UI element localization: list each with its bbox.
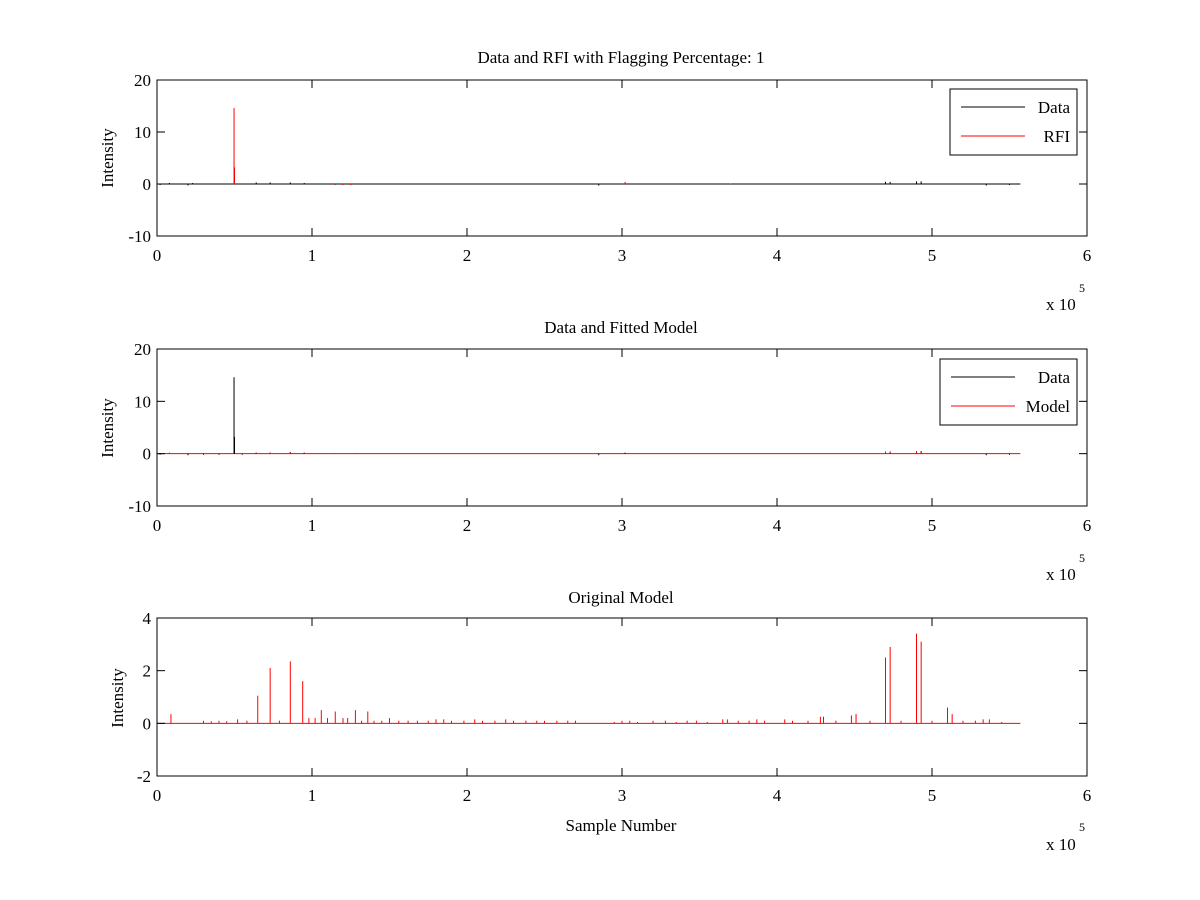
y-axis-label: Intensity	[98, 398, 117, 458]
x-exponent-power: 5	[1079, 820, 1085, 834]
y-tick-label: -2	[137, 767, 151, 786]
x-tick-label: 3	[618, 246, 627, 265]
y-tick-label: -10	[128, 227, 151, 246]
x-exponent: x 10	[1046, 565, 1076, 584]
plot-area	[157, 377, 1021, 456]
x-exponent-power: 5	[1079, 551, 1085, 565]
x-tick-label: 0	[153, 246, 162, 265]
subplot-title: Data and RFI with Flagging Percentage: 1	[477, 48, 764, 67]
x-tick-label: 2	[463, 246, 472, 265]
x-exponent-base: x 10	[1046, 835, 1076, 854]
y-tick-label: -10	[128, 497, 151, 516]
subplot-title: Data and Fitted Model	[544, 318, 698, 337]
y-tick-label: 20	[134, 71, 151, 90]
subplot-original-model: Original Model Intensity Sample Number x…	[108, 588, 1091, 854]
legend-label: Data	[1038, 368, 1071, 387]
y-tick-label: 0	[143, 445, 152, 464]
legend-box	[939, 358, 1078, 426]
x-tick-label: 6	[1083, 786, 1092, 805]
legend: Data RFI	[949, 88, 1078, 156]
subplot-data-rfi: Data and RFI with Flagging Percentage: 1…	[98, 48, 1091, 314]
x-tick-label: 3	[618, 786, 627, 805]
x-tick-label: 6	[1083, 246, 1092, 265]
x-axis-label: Sample Number	[566, 816, 677, 835]
y-tick-label: 10	[134, 123, 151, 142]
y-axis-label: Intensity	[98, 128, 117, 188]
x-tick-label: 2	[463, 516, 472, 535]
x-tick-label: 0	[153, 786, 162, 805]
y-tick-label: 4	[143, 609, 152, 628]
subplot-data-model: Data and Fitted Model Intensity Data Mode…	[98, 318, 1091, 584]
y-tick-label: 0	[143, 714, 152, 733]
x-tick-label: 4	[773, 786, 782, 805]
x-tick-label: 1	[308, 246, 317, 265]
y-tick-label: 2	[143, 662, 152, 681]
x-tick-label: 5	[928, 246, 937, 265]
y-axis-label: Intensity	[108, 668, 127, 728]
x-exponent: x 10	[1046, 295, 1076, 314]
legend-label: RFI	[1044, 127, 1071, 146]
x-tick-label: 0	[153, 516, 162, 535]
x-tick-label: 1	[308, 516, 317, 535]
x-exponent-base: x 10	[1046, 295, 1076, 314]
x-tick-label: 5	[928, 516, 937, 535]
subplot-title: Original Model	[568, 588, 674, 607]
legend: Data Model	[939, 358, 1078, 426]
x-tick-label: 5	[928, 786, 937, 805]
x-tick-label: 1	[308, 786, 317, 805]
x-tick-label: 6	[1083, 516, 1092, 535]
x-tick-label: 4	[773, 246, 782, 265]
plot-area	[157, 633, 1021, 724]
plot-area	[157, 108, 1021, 186]
y-tick-label: 0	[143, 175, 152, 194]
x-exponent-power: 5	[1079, 281, 1085, 295]
legend-label: Data	[1038, 98, 1071, 117]
x-tick-label: 2	[463, 786, 472, 805]
x-tick-label: 3	[618, 516, 627, 535]
x-exponent-base: x 10	[1046, 565, 1076, 584]
legend-label: Model	[1026, 397, 1071, 416]
x-tick-label: 4	[773, 516, 782, 535]
legend-box	[949, 88, 1078, 156]
x-exponent: x 10	[1046, 835, 1076, 854]
y-tick-label: 20	[134, 340, 151, 359]
y-tick-label: 10	[134, 392, 151, 411]
